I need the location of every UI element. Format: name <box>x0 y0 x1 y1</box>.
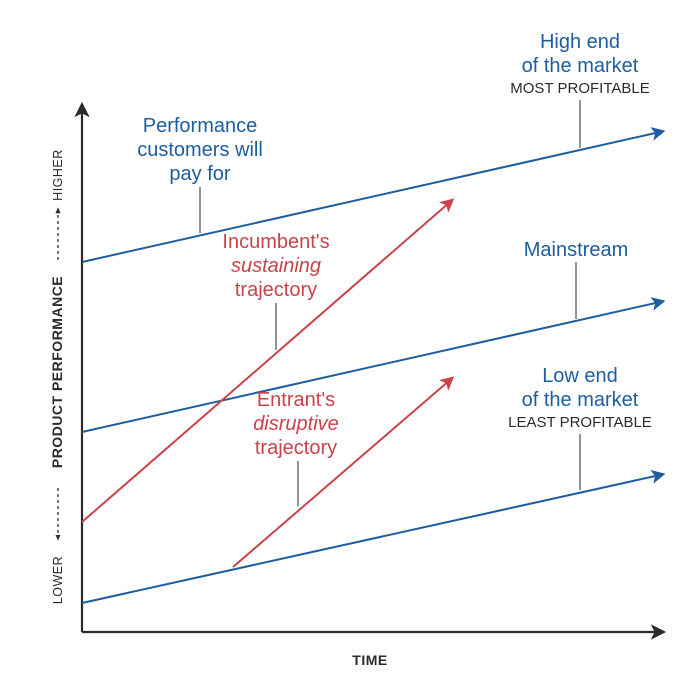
incumbent-line2: sustaining <box>231 255 321 277</box>
entrant-line3: trajectory <box>255 437 337 459</box>
perf-line3: pay for <box>169 163 230 185</box>
label-entrant: Entrant's disruptive trajectory <box>253 389 339 459</box>
label-incumbent: Incumbent's sustaining trajectory <box>222 231 329 301</box>
highend-sub: MOST PROFITABLE <box>510 80 649 97</box>
lowend-line2: of the market <box>522 389 639 411</box>
y-axis-higher-group: HIGHER <box>51 149 65 201</box>
y-axis-lower-group: LOWER <box>51 556 65 604</box>
label-high-end: High end of the market MOST PROFITABLE <box>510 31 649 97</box>
x-axis-label: TIME <box>352 652 387 668</box>
incumbent-line1: Incumbent's <box>222 231 329 253</box>
y-axis-label: PRODUCT PERFORMANCE <box>49 276 65 468</box>
perf-line2: customers will <box>137 139 263 161</box>
perf-line1: Performance <box>143 115 258 137</box>
y-axis-higher: HIGHER <box>51 149 65 201</box>
entrant-line2: disruptive <box>253 413 339 435</box>
label-performance: Performance customers will pay for <box>137 115 263 185</box>
highend-line2: of the market <box>522 55 639 77</box>
entrant-line1: Entrant's <box>257 389 335 411</box>
label-mainstream: Mainstream <box>524 239 628 261</box>
incumbent-line3: trajectory <box>235 279 317 301</box>
y-axis-label-group: PRODUCT PERFORMANCE <box>49 276 65 468</box>
highend-line1: High end <box>540 31 620 53</box>
disruption-chart: Performance customers will pay for High … <box>0 0 696 689</box>
y-axis-lower: LOWER <box>51 556 65 604</box>
label-low-end: Low end of the market LEAST PROFITABLE <box>508 365 652 431</box>
lowend-line1: Low end <box>542 365 618 387</box>
lowend-sub: LEAST PROFITABLE <box>508 414 652 431</box>
line-low-end <box>82 475 660 603</box>
